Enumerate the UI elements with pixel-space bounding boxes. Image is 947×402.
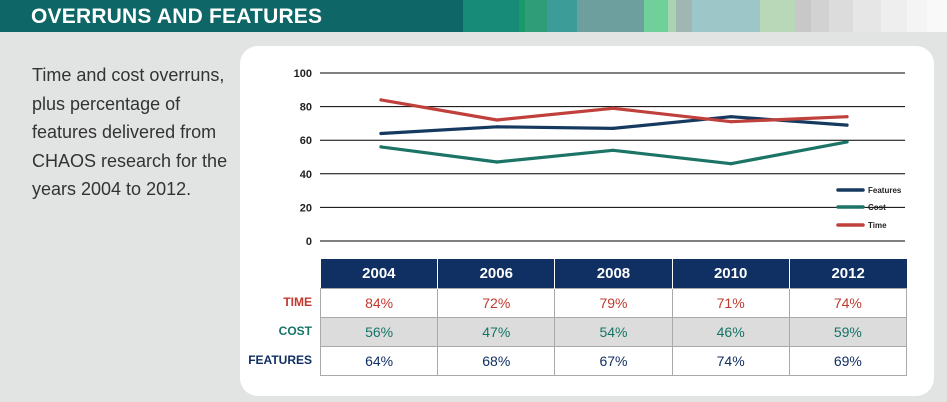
data-point-cost bbox=[845, 140, 849, 144]
decorative-strip bbox=[907, 0, 927, 32]
row-label-features: FEATURES bbox=[248, 353, 312, 367]
y-tick-label: 100 bbox=[294, 68, 312, 80]
header-bar: OVERRUNS AND FEATURES bbox=[0, 0, 947, 32]
decorative-strip bbox=[519, 0, 525, 32]
series-line-time bbox=[379, 98, 849, 124]
legend-label-features: Features bbox=[868, 186, 902, 195]
table-cell: 54% bbox=[554, 317, 673, 347]
legend-label-cost: Cost bbox=[868, 203, 886, 212]
y-tick-label: 60 bbox=[300, 135, 312, 147]
column-header: 2010 bbox=[672, 259, 790, 289]
column-header: 2008 bbox=[554, 259, 673, 289]
data-point-cost bbox=[379, 145, 383, 149]
table-cell: 56% bbox=[319, 317, 439, 347]
table-cell: 46% bbox=[671, 317, 790, 347]
table-cell: 59% bbox=[788, 317, 908, 347]
legend-label-time: Time bbox=[868, 221, 887, 230]
data-point-time bbox=[611, 106, 615, 110]
table-row-cost: 56% 47% 54% 46% 59% bbox=[319, 317, 908, 347]
decorative-strip bbox=[811, 0, 829, 32]
data-table: 2004 2006 2008 2010 2012 84% 72% 79% 71%… bbox=[319, 259, 908, 376]
y-tick-label: 40 bbox=[300, 169, 312, 181]
decorative-strip bbox=[547, 0, 577, 32]
decorative-strip bbox=[760, 0, 795, 32]
decorative-strip bbox=[577, 0, 644, 32]
data-point-cost bbox=[729, 162, 733, 166]
table-cell: 67% bbox=[554, 346, 673, 376]
table-cell: 72% bbox=[437, 288, 556, 318]
table-cell: 68% bbox=[437, 346, 556, 376]
page-title: OVERRUNS AND FEATURES bbox=[31, 5, 323, 28]
decorative-strip bbox=[829, 0, 853, 32]
decorative-strip bbox=[881, 0, 907, 32]
table-row-features: 64% 68% 67% 74% 69% bbox=[319, 346, 908, 376]
data-point-cost bbox=[495, 160, 499, 164]
column-header: 2004 bbox=[320, 259, 439, 289]
data-point-features bbox=[729, 115, 733, 119]
column-header: 2012 bbox=[789, 259, 907, 289]
y-tick-label: 20 bbox=[300, 202, 312, 214]
table-cell: 84% bbox=[319, 288, 439, 318]
table-cell: 74% bbox=[671, 346, 790, 376]
table-cell: 74% bbox=[788, 288, 908, 318]
data-point-time bbox=[845, 115, 849, 119]
decorative-strip bbox=[525, 0, 547, 32]
data-point-features bbox=[379, 131, 383, 136]
data-point-time bbox=[379, 98, 383, 102]
table-header-row: 2004 2006 2008 2010 2012 bbox=[320, 259, 907, 289]
table-row-time: 84% 72% 79% 71% 74% bbox=[319, 288, 908, 318]
table-cell: 69% bbox=[788, 346, 908, 376]
decorative-strip bbox=[676, 0, 692, 32]
description-text: Time and cost overruns, plus percentage … bbox=[32, 65, 228, 200]
column-header: 2006 bbox=[437, 259, 556, 289]
series-line-cost bbox=[379, 140, 849, 166]
row-label-cost: COST bbox=[278, 324, 312, 338]
table-cell: 64% bbox=[319, 346, 439, 376]
decorative-strip bbox=[795, 0, 811, 32]
data-point-features bbox=[845, 123, 849, 127]
y-tick-label: 0 bbox=[306, 236, 312, 248]
data-point-cost bbox=[611, 148, 615, 152]
decorative-strip bbox=[463, 0, 519, 32]
decorative-strip bbox=[644, 0, 668, 32]
row-label-time: TIME bbox=[283, 295, 312, 309]
data-point-time bbox=[495, 118, 499, 122]
table-cell: 71% bbox=[671, 288, 790, 318]
decorative-strip bbox=[927, 0, 947, 32]
decorative-strip bbox=[853, 0, 881, 32]
decorative-strip bbox=[692, 0, 760, 32]
data-point-features bbox=[611, 126, 615, 130]
table-cell: 47% bbox=[437, 317, 556, 347]
y-tick-label: 80 bbox=[300, 102, 312, 114]
data-point-time bbox=[729, 120, 733, 124]
decorative-strip bbox=[668, 0, 676, 32]
data-point-features bbox=[495, 125, 499, 129]
table-cell: 79% bbox=[554, 288, 673, 318]
